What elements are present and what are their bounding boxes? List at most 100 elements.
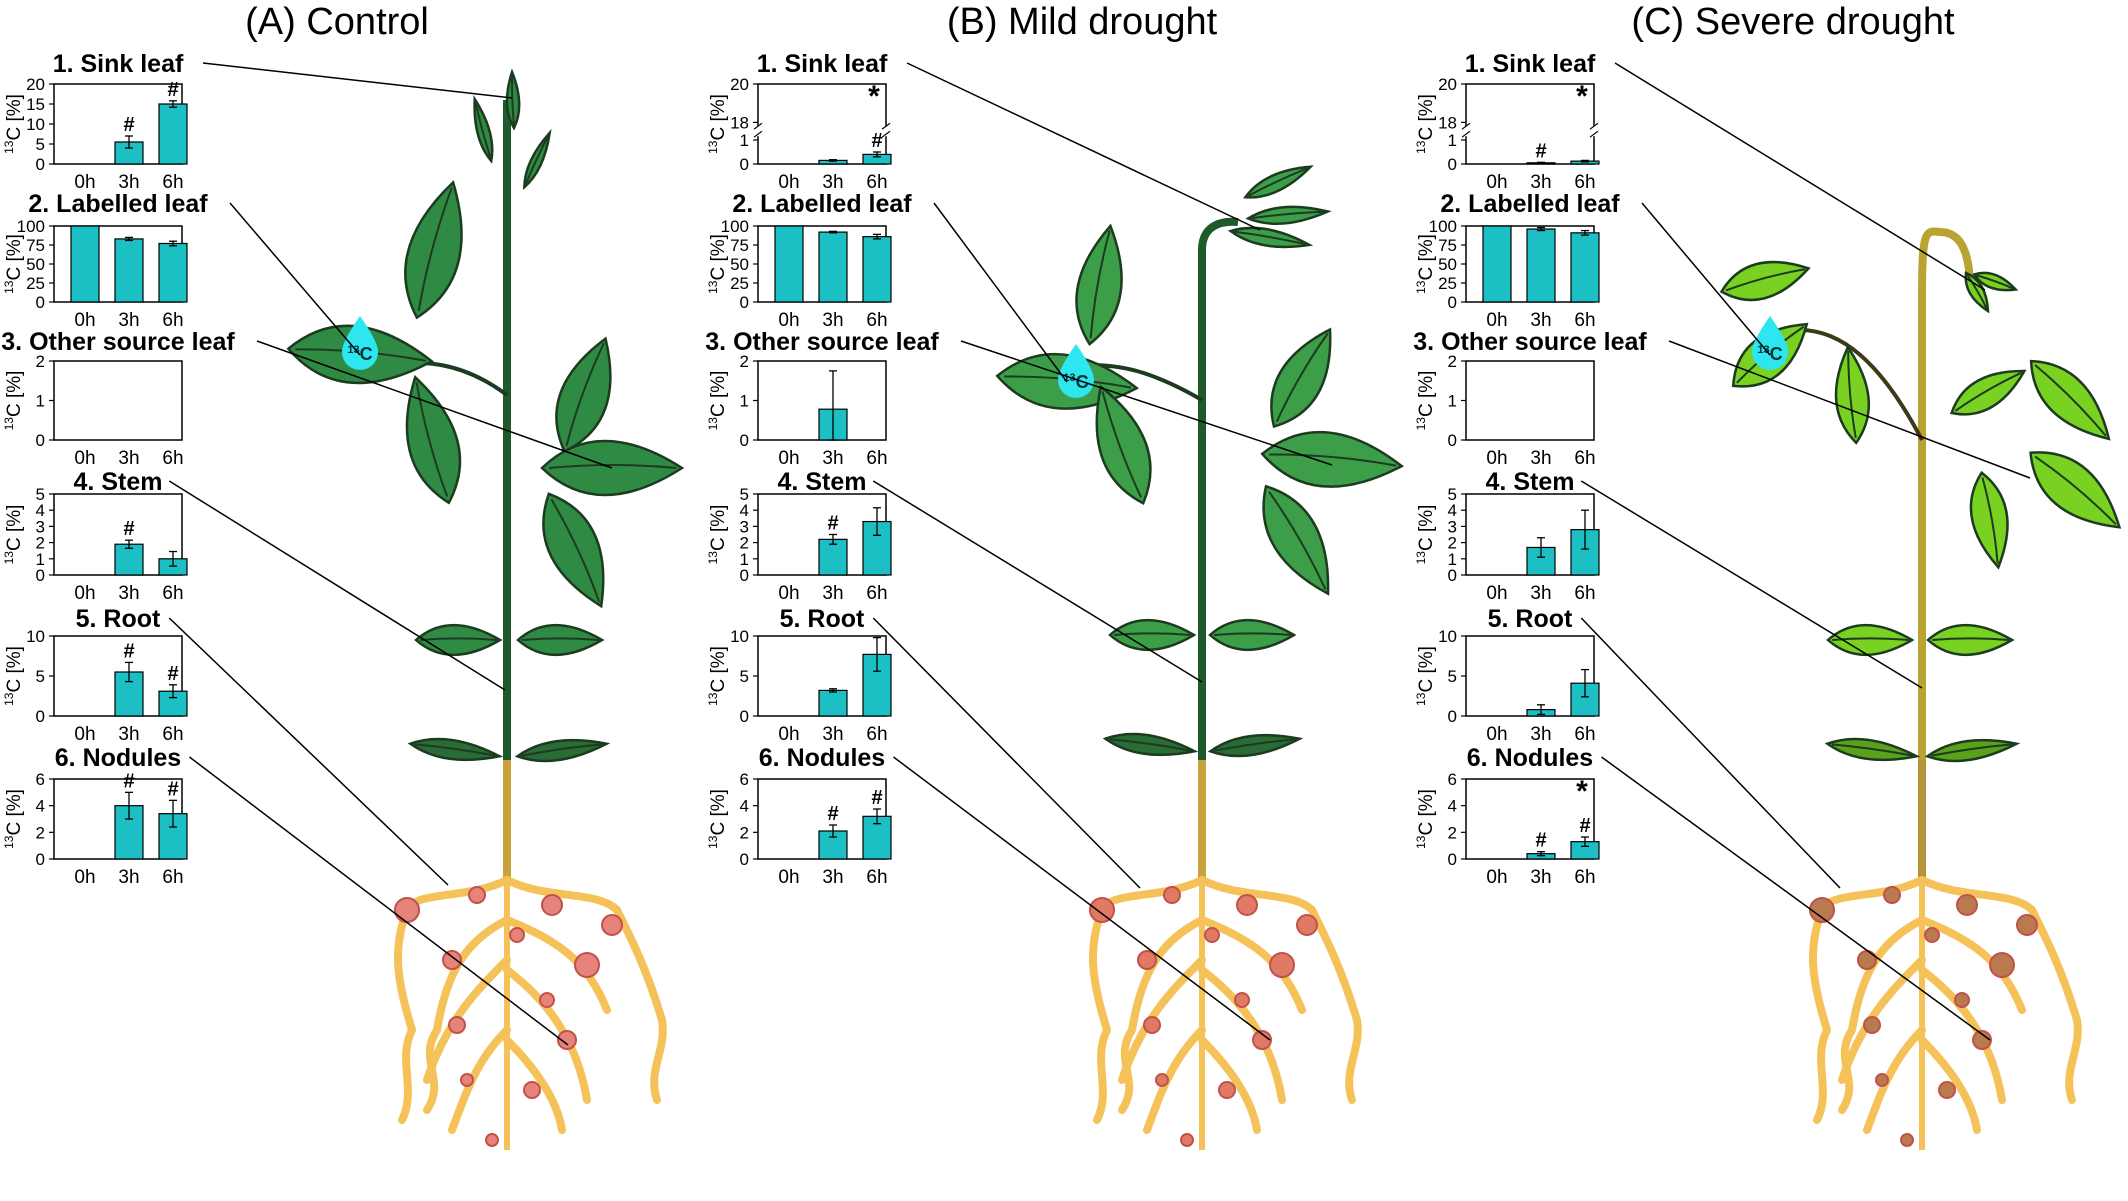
x-tick-label: 0h bbox=[74, 448, 95, 469]
x-tick-label: 0h bbox=[1486, 172, 1507, 193]
leader-line bbox=[229, 202, 361, 356]
leader-line bbox=[256, 340, 613, 469]
organ-label: 6. Nodules bbox=[759, 744, 885, 772]
root-branch bbox=[503, 876, 621, 914]
nodule bbox=[448, 1016, 466, 1034]
x-tick-label: 0h bbox=[1486, 310, 1507, 331]
organ-label: 1. Sink leaf bbox=[1465, 50, 1596, 78]
x-tick-label: 3h bbox=[118, 867, 139, 888]
y-tick-label: 3 bbox=[740, 517, 749, 536]
nodule bbox=[1137, 950, 1157, 970]
x-tick-label: 3h bbox=[822, 583, 843, 604]
significance-mark: # bbox=[827, 513, 838, 535]
y-tick-label: 1 bbox=[36, 392, 45, 411]
y-tick-label: 4 bbox=[36, 797, 45, 816]
organ-label: 4. Stem bbox=[1486, 468, 1575, 496]
x-tick-label: 0h bbox=[778, 583, 799, 604]
axis-break-gap bbox=[1462, 126, 1470, 137]
nodule bbox=[1252, 1030, 1272, 1050]
x-tick-label: 0h bbox=[778, 448, 799, 469]
significance-mark: # bbox=[123, 770, 134, 792]
nodule bbox=[539, 992, 555, 1008]
leaf-vein bbox=[415, 382, 449, 497]
leaf-vein bbox=[1966, 274, 1989, 310]
y-axis-label: 13C [%] bbox=[2, 789, 25, 849]
nodule bbox=[601, 914, 623, 936]
y-tick-label: 0 bbox=[740, 566, 749, 585]
root-branch bbox=[1813, 1026, 1831, 1124]
leader-line bbox=[168, 617, 449, 886]
significance-star: * bbox=[1576, 80, 1588, 113]
root-branch bbox=[1838, 1026, 1856, 1114]
source-leaf bbox=[405, 374, 462, 505]
nodule bbox=[1875, 1073, 1889, 1087]
panel-C6: 6. Nodules 0 2 4 6 13C [%] 0h #3h #6h * bbox=[1414, 744, 1600, 888]
axis-break-mark bbox=[881, 130, 891, 138]
nodule bbox=[2016, 914, 2038, 936]
leaf-vein bbox=[1976, 274, 2015, 290]
leaf-vein bbox=[1109, 738, 1192, 752]
y-tick-label: 5 bbox=[36, 485, 45, 504]
leaf-vein bbox=[1725, 268, 1806, 292]
y-tick-label: 75 bbox=[1438, 236, 1457, 255]
leaf-vein bbox=[1248, 167, 1309, 197]
organ-label: 4. Stem bbox=[74, 468, 163, 496]
y-tick-label: 1 bbox=[740, 392, 749, 411]
nodule bbox=[1143, 1016, 1161, 1034]
x-tick-label: 3h bbox=[1530, 583, 1551, 604]
y-tick-label: 2 bbox=[1448, 534, 1457, 553]
leaf-vein bbox=[1101, 391, 1142, 498]
bar bbox=[818, 538, 848, 576]
root-branch bbox=[2028, 906, 2081, 1024]
x-tick-label: 6h bbox=[1574, 310, 1595, 331]
y-tick-label: 4 bbox=[740, 797, 749, 816]
y-tick-label: 0 bbox=[740, 155, 749, 174]
x-tick-label: 0h bbox=[778, 172, 799, 193]
root-branch bbox=[1808, 906, 1831, 1034]
y-axis-label: 13C [%] bbox=[2, 94, 25, 154]
x-tick-label: 3h bbox=[118, 448, 139, 469]
x-tick-label: 3h bbox=[822, 867, 843, 888]
leaf-vein bbox=[1931, 743, 2014, 757]
leaf-vein bbox=[1252, 210, 1325, 220]
column-title-control: (A) Control bbox=[245, 1, 429, 43]
y-tick-label: 6 bbox=[36, 770, 45, 789]
leaf-vein bbox=[1269, 453, 1397, 467]
leaf-vein bbox=[548, 464, 677, 469]
plant-mild: 13C bbox=[995, 165, 1405, 1150]
y-tick-label: 18 bbox=[730, 113, 749, 132]
organ-label: 3. Other source leaf bbox=[1, 328, 235, 356]
bar bbox=[862, 653, 892, 717]
leaf-vein bbox=[2034, 364, 2107, 437]
y-tick-label: 0 bbox=[1448, 566, 1457, 585]
root-branch bbox=[423, 1026, 441, 1114]
y-tick-label: 2 bbox=[36, 534, 45, 553]
y-axis-label: 13C [%] bbox=[706, 505, 729, 565]
significance-mark: # bbox=[123, 114, 134, 136]
leaf-vein bbox=[550, 498, 601, 603]
root-branch bbox=[393, 906, 416, 1034]
nodule bbox=[1900, 1133, 1914, 1147]
x-tick-label: 0h bbox=[1486, 448, 1507, 469]
nodule bbox=[485, 1133, 499, 1147]
y-tick-label: 4 bbox=[36, 501, 45, 520]
y-axis-label: 13C [%] bbox=[1414, 234, 1437, 294]
y-tick-label: 3 bbox=[36, 517, 45, 536]
x-tick-label: 6h bbox=[1574, 583, 1595, 604]
y-tick-label: 0 bbox=[36, 566, 45, 585]
y-tick-label: 50 bbox=[26, 255, 45, 274]
leaf-vein bbox=[1832, 637, 1909, 641]
y-tick-label: 6 bbox=[1448, 770, 1457, 789]
x-tick-label: 6h bbox=[162, 583, 183, 604]
leaf-vein bbox=[1847, 351, 1857, 439]
isotope-label: 13C bbox=[347, 344, 372, 364]
y-tick-label: 0 bbox=[1448, 431, 1457, 450]
root-branch bbox=[1918, 916, 2026, 1014]
basal-leaf bbox=[1102, 732, 1199, 757]
stem-base bbox=[1198, 760, 1206, 880]
axis-break-gap bbox=[1590, 126, 1598, 137]
